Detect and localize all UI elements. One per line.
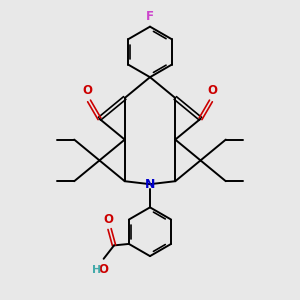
Text: H: H: [92, 265, 101, 275]
Text: O: O: [207, 84, 218, 98]
Text: F: F: [146, 10, 154, 23]
Text: O: O: [82, 84, 93, 98]
Text: N: N: [145, 178, 155, 191]
Text: O: O: [99, 263, 109, 276]
Text: O: O: [103, 213, 113, 226]
